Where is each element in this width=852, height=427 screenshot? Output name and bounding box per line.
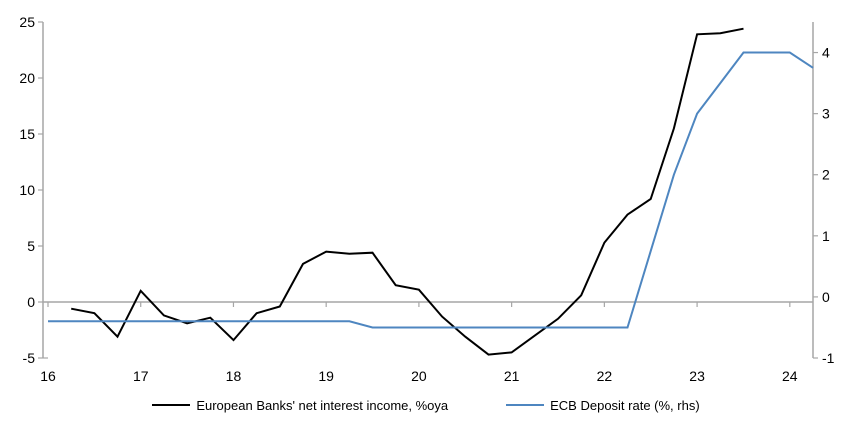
legend-label-ecb: ECB Deposit rate (%, rhs) [550, 397, 700, 413]
right-axis-tick-label: -1 [822, 350, 835, 366]
right-axis-tick-label: 0 [822, 289, 830, 305]
x-axis-tick-label: 22 [597, 368, 613, 384]
left-axis-tick-label: 5 [27, 238, 35, 254]
left-axis-tick-label: 0 [27, 294, 35, 310]
x-axis-tick-label: 24 [782, 368, 798, 384]
x-axis-tick-label: 17 [133, 368, 149, 384]
x-axis-tick-label: 18 [226, 368, 242, 384]
ecb-line-swatch [506, 404, 545, 406]
right-axis-tick-label: 3 [822, 106, 830, 122]
x-axis-tick-label: 20 [411, 368, 427, 384]
x-axis-tick-label: 19 [318, 368, 334, 384]
left-axis-tick-label: 10 [19, 182, 35, 198]
right-axis-tick-label: 1 [822, 228, 830, 244]
left-axis-tick-label: 15 [19, 126, 35, 142]
left-axis-tick-label: 20 [19, 70, 35, 86]
x-axis-tick-label: 16 [40, 368, 56, 384]
legend-item-nii: European Banks' net interest income, %oy… [152, 398, 448, 413]
series-line-european-banks-nii [71, 27, 744, 356]
right-axis-tick-label: 4 [822, 45, 830, 61]
left-axis-tick-label: 25 [19, 14, 35, 30]
legend-item-ecb: ECB Deposit rate (%, rhs) [506, 398, 700, 413]
right-axis-tick-label: 2 [822, 167, 830, 183]
series-line-ecb-deposit-rate [48, 51, 814, 329]
legend-label-nii: European Banks' net interest income, %oy… [196, 397, 449, 413]
legend: European Banks' net interest income, %oy… [0, 395, 852, 415]
left-axis-tick-label: -5 [23, 350, 36, 366]
x-axis-tick-label: 21 [504, 368, 520, 384]
nii-line-swatch [152, 404, 191, 406]
x-axis-tick-label: 23 [689, 368, 705, 384]
